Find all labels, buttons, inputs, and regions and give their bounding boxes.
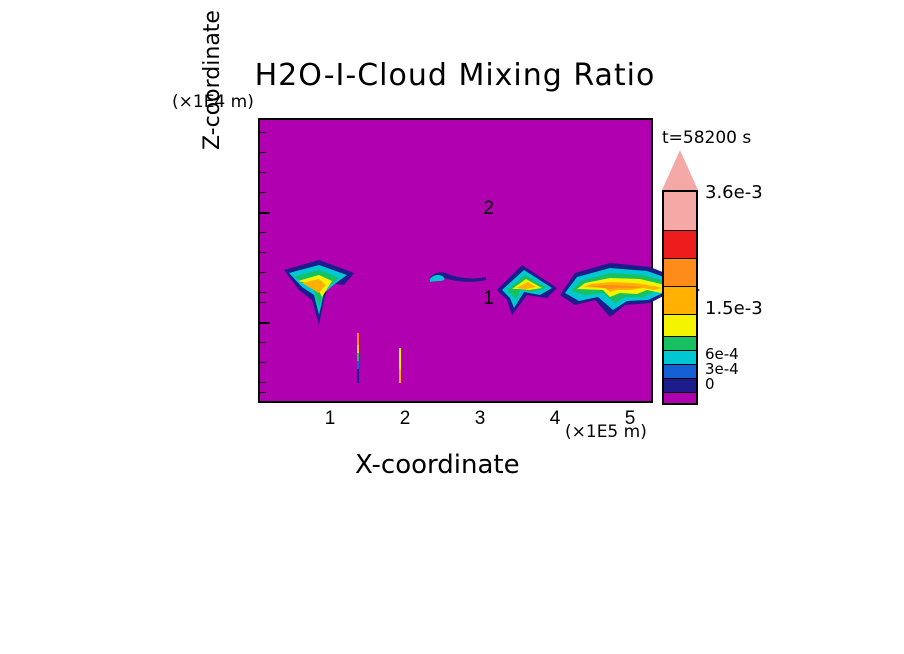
y-tick-minor <box>260 292 266 293</box>
y-tick-minor <box>260 192 266 193</box>
x-tick-label-3: 3 <box>465 408 495 430</box>
y-tick-minor <box>260 382 266 383</box>
colorbar-label-max: 3.6e-3 <box>705 182 763 203</box>
x-tick-label-2: 2 <box>390 408 420 430</box>
time-label: t=58200 s <box>662 128 751 148</box>
y-tick-minor <box>260 302 266 303</box>
colorbar[interactable] <box>662 150 698 405</box>
chart-title: H2O-I-Cloud Mixing Ratio <box>230 58 680 93</box>
colorbar-band-salmon <box>662 190 698 230</box>
streak-2 <box>397 348 403 383</box>
y-axis-title: Z-coordinate <box>200 10 225 150</box>
colorbar-band-cyan <box>662 350 698 364</box>
y-tick-minor <box>260 252 266 253</box>
colorbar-band-green <box>662 336 698 350</box>
colorbar-band-navy <box>662 378 698 392</box>
y-tick-major <box>260 322 270 324</box>
x-unit-label: (×1E5 m) <box>565 422 647 442</box>
streak-1 <box>355 333 361 383</box>
colorbar-band-yellow <box>662 314 698 336</box>
y-tick-minor <box>260 132 266 133</box>
y-tick-minor <box>260 342 266 343</box>
y-tick-minor <box>260 272 266 273</box>
y-tick-minor <box>260 152 266 153</box>
colorbar-tip-arrow <box>662 150 698 190</box>
colorbar-band-orange-dark <box>662 258 698 286</box>
x-tick-label-1: 1 <box>315 408 345 430</box>
cloud-blob-3 <box>492 260 562 325</box>
colorbar-label-mid: 1.5e-3 <box>705 298 763 319</box>
heatmap-plot[interactable] <box>258 118 653 403</box>
y-tick-label-2: 2 <box>469 198 494 220</box>
x-axis-title: X-coordinate <box>355 450 520 480</box>
cloud-blob-1 <box>274 255 369 345</box>
y-tick-minor <box>260 392 266 393</box>
y-tick-label-1: 1 <box>469 288 494 310</box>
chart-root: H2O-I-Cloud Mixing Ratio (×1E4 m) t=5820… <box>0 0 904 654</box>
colorbar-band-orange <box>662 286 698 314</box>
y-tick-minor <box>260 172 266 173</box>
y-tick-major <box>260 212 270 214</box>
colorbar-label-zero: 0 <box>705 375 715 393</box>
colorbar-band-magenta <box>662 392 698 405</box>
y-tick-minor <box>260 362 266 363</box>
colorbar-band-blue <box>662 364 698 378</box>
colorbar-band-red <box>662 230 698 258</box>
y-tick-minor <box>260 232 266 233</box>
